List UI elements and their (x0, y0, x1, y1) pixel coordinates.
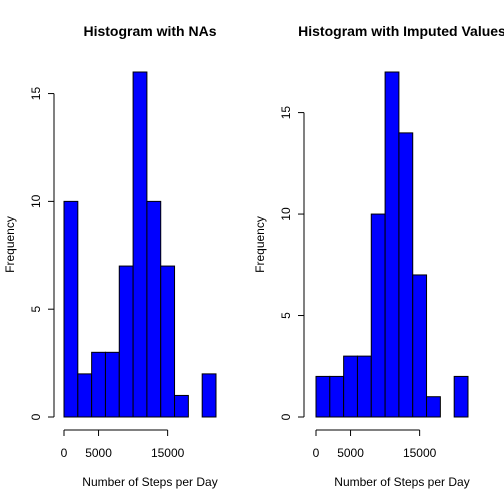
bar (384, 71, 400, 418)
x-axis-label: Number of Steps per Day (82, 475, 217, 489)
x-tick-label: 5000 (337, 446, 364, 460)
x-tick-label: 0 (61, 446, 68, 460)
x-tick-label: 0 (313, 446, 320, 460)
bar (63, 200, 79, 418)
y-tick-label: 10 (29, 194, 43, 208)
bar (201, 373, 217, 418)
y-tick-label: 10 (279, 207, 293, 221)
bar (132, 71, 148, 418)
bar (426, 396, 441, 418)
bar (174, 394, 189, 418)
bar (104, 351, 120, 418)
bar (77, 373, 93, 418)
chart-title: Histogram with NAs (83, 23, 216, 39)
bar (118, 265, 134, 418)
y-tick-label: 5 (279, 312, 293, 319)
y-axis-label: Frequency (3, 216, 17, 273)
y-tick-label: 15 (279, 106, 293, 120)
bar (412, 274, 428, 418)
bar (356, 355, 372, 418)
y-tick-label: 5 (29, 306, 43, 313)
bar (91, 351, 106, 418)
x-tick-label: 5000 (85, 446, 112, 460)
y-tick-label: 0 (29, 413, 43, 420)
x-axis-label: Number of Steps per Day (334, 475, 469, 489)
bar (146, 200, 162, 418)
bar (329, 375, 345, 418)
bar (343, 355, 358, 418)
bar (398, 132, 414, 418)
y-tick-label: 15 (29, 87, 43, 101)
bar (453, 375, 469, 418)
bar (160, 265, 176, 418)
bar (315, 375, 331, 418)
x-tick-label: 15000 (403, 446, 437, 460)
bar (370, 213, 386, 418)
y-axis-label: Frequency (253, 216, 267, 273)
y-tick-label: 0 (279, 413, 293, 420)
chart-title: Histogram with Imputed Values (298, 23, 504, 39)
x-tick-label: 15000 (151, 446, 185, 460)
